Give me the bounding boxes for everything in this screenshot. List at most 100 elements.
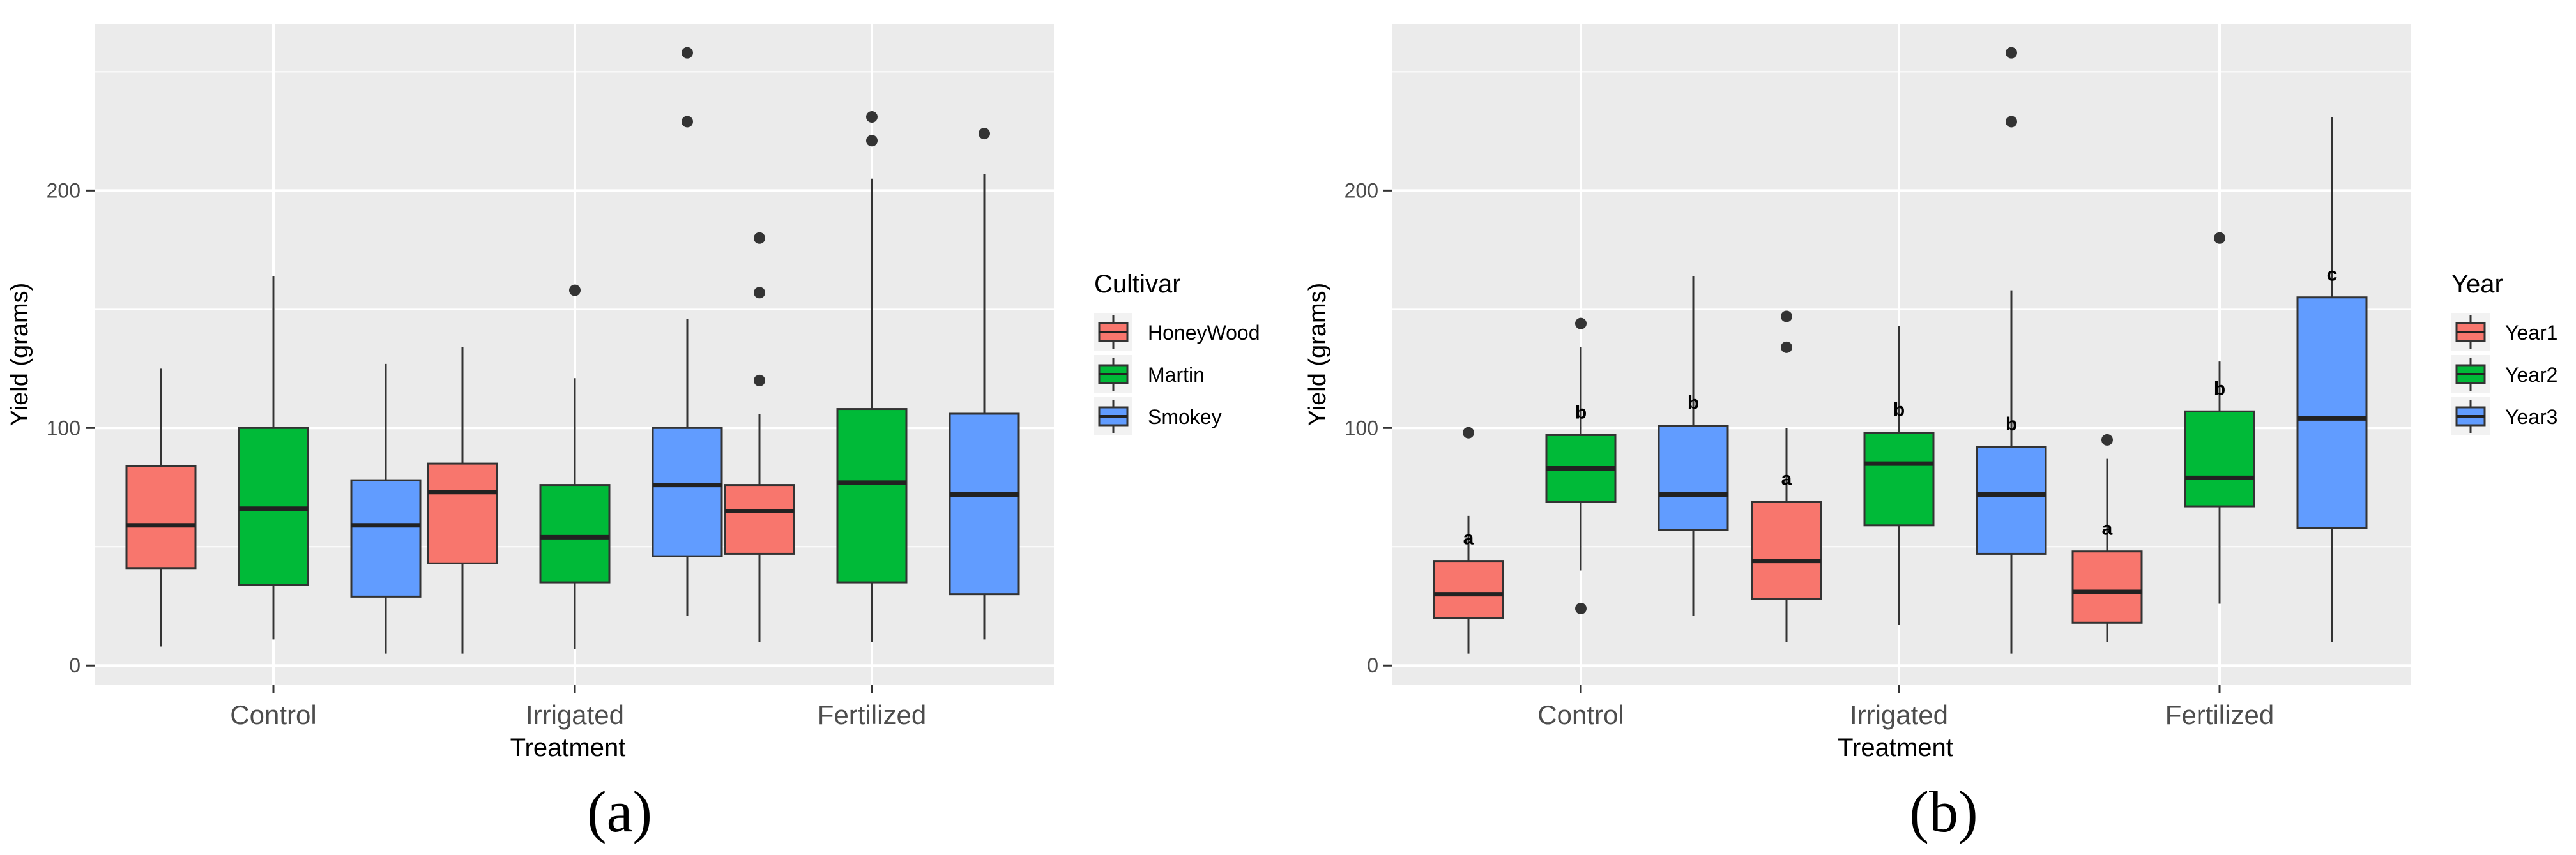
outlier-point [754, 287, 765, 299]
x-tick-label: Fertilized [818, 700, 926, 730]
box-martin-fertilized [836, 111, 908, 642]
box-body [949, 412, 1020, 596]
box-smokey-irrigated [652, 47, 723, 616]
box-year2-control: b [1545, 317, 1617, 614]
significance-letter: b [1893, 400, 1905, 421]
box-honeywood-fertilized [724, 232, 795, 642]
outlier-point [2101, 434, 2113, 446]
legend-key-year2: Year2 [2451, 355, 2557, 393]
significance-letter: a [2102, 518, 2113, 540]
outlier-point [569, 284, 581, 296]
outlier-point [979, 128, 990, 140]
box-year1-fertilized: a [2071, 434, 2143, 642]
box-body [2184, 410, 2255, 508]
outlier-point [1781, 341, 1792, 353]
outlier-point [1575, 317, 1587, 329]
x-axis-title: Treatment [510, 734, 626, 762]
legend-key-martin: Martin [1094, 355, 1205, 393]
outlier-point [754, 374, 765, 386]
outlier-point [866, 135, 878, 147]
panel-label-b: (b) [1909, 779, 1978, 844]
outlier-point [2006, 116, 2017, 128]
y-tick-label: 100 [47, 416, 80, 439]
panel-label-a: (a) [586, 779, 653, 844]
legend-label: Smokey [1148, 405, 1222, 428]
significance-letter: a [1463, 528, 1474, 549]
box-body [238, 427, 309, 586]
y-tick-label: 200 [1345, 179, 1378, 202]
box-body [1658, 425, 1729, 531]
outlier-point [1575, 602, 1587, 614]
legend-key-smokey: Smokey [1094, 397, 1222, 435]
legend-label: Year1 [2505, 321, 2557, 344]
outlier-point [754, 232, 765, 244]
box-honeywood-irrigated [427, 347, 498, 654]
x-tick-label: Fertilized [2165, 700, 2274, 730]
significance-letter: b [2006, 414, 2017, 435]
box-body [1751, 501, 1822, 600]
box-body [1976, 446, 2047, 555]
plot-background [1392, 24, 2411, 685]
box-body [652, 427, 723, 557]
box-body [1863, 432, 1935, 527]
box-martin-control [238, 276, 309, 640]
box-honeywood-control [125, 368, 197, 647]
y-axis-title: Yield (grams) [6, 283, 33, 427]
outlier-point [682, 47, 693, 59]
box-body [1433, 560, 1504, 619]
legend-key-honeywood: HoneyWood [1094, 313, 1260, 351]
box-body [125, 465, 197, 570]
legend-label: Year3 [2505, 405, 2557, 428]
significance-letter: b [1575, 402, 1587, 423]
box-year3-control: b [1658, 276, 1729, 616]
legend-key-year3: Year3 [2451, 397, 2557, 435]
outlier-point [866, 111, 878, 123]
legend: Cultivar HoneyWood Martin Smokey [1094, 270, 1260, 435]
legend-key-year1: Year1 [2451, 313, 2557, 351]
outlier-point [1463, 427, 1474, 439]
legend-label: Year2 [2505, 363, 2557, 386]
y-tick-label: 0 [1367, 654, 1378, 677]
legend-title: Cultivar [1094, 270, 1181, 298]
legend-title: Year [2451, 270, 2503, 298]
outlier-point [2214, 232, 2225, 244]
chart-panel-a: 0 100 200 Control Irrigated Fertilized Treatme… [6, 24, 1260, 762]
box-smokey-fertilized [949, 128, 1020, 640]
significance-letter: c [2327, 264, 2338, 285]
significance-letter: a [1781, 469, 1792, 490]
x-tick-label: Irrigated [1850, 700, 1948, 730]
box-year3-fertilized: c [2296, 117, 2368, 642]
box-martin-irrigated [539, 284, 611, 649]
y-axis-title: Yield (grams) [1304, 283, 1331, 427]
legend-label: HoneyWood [1148, 321, 1260, 344]
significance-letter: b [2214, 378, 2225, 399]
box-body [539, 484, 611, 584]
box-year1-control: a [1433, 427, 1504, 654]
x-tick-label: Control [1537, 700, 1624, 730]
y-tick-label: 100 [1345, 416, 1378, 439]
outlier-point [682, 116, 693, 128]
box-body [350, 479, 422, 598]
outlier-point [1781, 310, 1792, 322]
box-body [836, 408, 908, 584]
y-tick-label: 200 [47, 179, 80, 202]
x-tick-label: Irrigated [526, 700, 624, 730]
outlier-point [2006, 47, 2017, 59]
legend-label: Martin [1148, 363, 1205, 386]
box-body [2071, 550, 2143, 624]
box-year3-irrigated: b [1976, 47, 2047, 654]
box-body [724, 484, 795, 555]
box-body [2296, 296, 2368, 529]
significance-letter: b [1688, 393, 1699, 414]
x-tick-label: Control [230, 700, 316, 730]
box-smokey-control [350, 363, 422, 654]
box-year2-irrigated: b [1863, 326, 1935, 626]
box-year2-fertilized: b [2184, 232, 2255, 604]
x-axis-title: Treatment [1838, 734, 1953, 762]
box-year1-irrigated: a [1751, 310, 1822, 642]
box-body [427, 462, 498, 564]
y-tick-label: 0 [69, 654, 80, 677]
chart-panel-b: a a a b b b b b c 0 100 200 Control Irrigated Fertiliz… [1304, 24, 2557, 762]
